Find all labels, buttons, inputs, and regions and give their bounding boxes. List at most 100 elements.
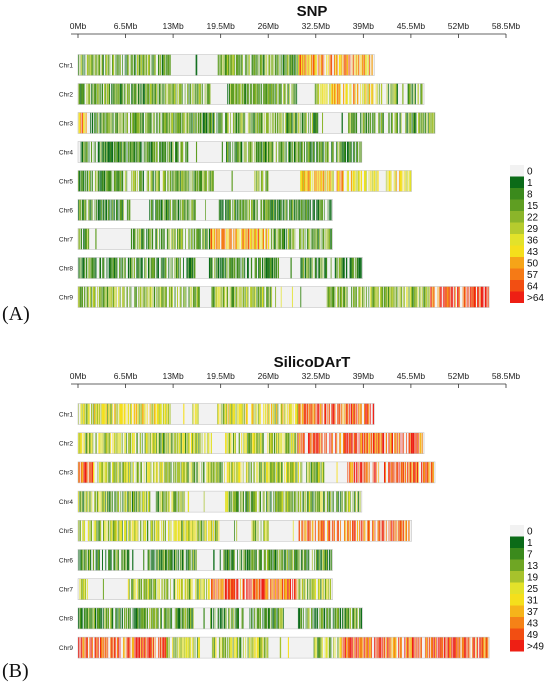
density-bin <box>364 83 366 105</box>
density-bin <box>245 54 247 76</box>
density-bin <box>169 549 171 571</box>
density-bin <box>332 141 333 163</box>
density-bin <box>177 83 179 105</box>
x-tick-label: 58.5Mb <box>492 371 521 381</box>
chromosome-label: Chr5 <box>59 528 73 535</box>
density-bin <box>180 112 182 134</box>
density-bin <box>120 403 123 425</box>
density-bin <box>321 170 323 192</box>
density-bin <box>113 83 115 105</box>
density-bin <box>174 83 176 105</box>
density-bin <box>215 286 216 308</box>
density-bin <box>170 432 172 454</box>
density-bin <box>136 578 138 600</box>
density-bin <box>356 83 359 105</box>
density-bin <box>196 170 198 192</box>
density-bin <box>314 607 316 629</box>
density-bin <box>185 112 187 134</box>
density-bin <box>436 637 438 659</box>
density-bin <box>219 257 221 279</box>
density-bin <box>256 83 258 105</box>
density-bin <box>229 228 231 250</box>
density-bin <box>178 257 180 279</box>
density-bin <box>241 549 243 571</box>
density-bin <box>303 432 305 454</box>
density-bin <box>122 257 124 279</box>
density-bin <box>147 112 149 134</box>
density-bin <box>135 637 137 659</box>
density-bin <box>166 199 168 221</box>
density-bin <box>382 286 383 308</box>
density-bin <box>120 520 122 542</box>
density-bin <box>156 549 157 571</box>
density-bin <box>427 637 429 659</box>
chromosome-outline <box>77 141 363 163</box>
density-bin <box>250 549 252 571</box>
density-bin <box>143 578 145 600</box>
density-bin <box>173 112 175 134</box>
density-bin <box>193 461 195 483</box>
density-bin <box>131 461 133 483</box>
density-bin <box>485 637 487 659</box>
density-bin <box>86 549 87 571</box>
density-bin <box>339 432 340 454</box>
chromosome-outline <box>77 170 412 192</box>
density-bin <box>319 461 321 483</box>
density-bin <box>262 54 264 76</box>
density-bin <box>91 461 93 483</box>
density-bin <box>123 403 126 425</box>
density-bin <box>271 578 273 600</box>
density-bin <box>318 403 320 425</box>
density-bin <box>261 141 263 163</box>
density-bin <box>166 54 168 76</box>
density-bin <box>341 170 344 192</box>
density-bin <box>97 199 99 221</box>
density-bin <box>142 637 144 659</box>
density-bin <box>286 54 288 76</box>
density-bin <box>244 403 245 425</box>
density-bin <box>201 578 203 600</box>
density-bin <box>328 637 331 659</box>
density-bin <box>120 461 121 483</box>
density-bin <box>84 578 87 600</box>
density-bin <box>142 607 144 629</box>
density-bin <box>278 607 280 629</box>
density-bin <box>98 607 101 629</box>
chromosome-outline <box>77 83 425 105</box>
density-bin <box>316 83 318 105</box>
density-bin <box>260 257 262 279</box>
density-bin <box>260 578 262 600</box>
density-bin <box>240 141 243 163</box>
density-bin <box>278 54 279 76</box>
density-bin <box>175 141 177 163</box>
x-tick-label: 26Mb <box>258 371 280 381</box>
density-bin <box>237 491 239 513</box>
density-bin <box>235 432 236 454</box>
density-bin <box>340 170 342 192</box>
chromosome-label: Chr9 <box>59 645 73 652</box>
density-bin <box>278 549 280 571</box>
density-bin <box>368 286 370 308</box>
density-bin <box>271 112 273 134</box>
density-bin <box>317 491 319 513</box>
density-bin <box>82 199 84 221</box>
density-bin <box>124 520 127 542</box>
density-bin <box>139 578 141 600</box>
density-bin <box>173 491 175 513</box>
density-bin <box>270 432 272 454</box>
density-bin <box>260 637 262 659</box>
density-bin <box>327 637 329 659</box>
density-bin <box>353 83 355 105</box>
density-bin <box>246 432 247 454</box>
density-bin <box>206 578 207 600</box>
density-bin <box>101 54 103 76</box>
density-bin <box>409 432 411 454</box>
density-bin <box>279 141 281 163</box>
density-bin <box>311 403 313 425</box>
density-bin <box>316 228 318 250</box>
density-bin <box>125 549 127 571</box>
density-bin <box>319 520 321 542</box>
density-bin <box>175 170 177 192</box>
density-bin <box>133 228 135 250</box>
density-bin <box>210 228 211 250</box>
